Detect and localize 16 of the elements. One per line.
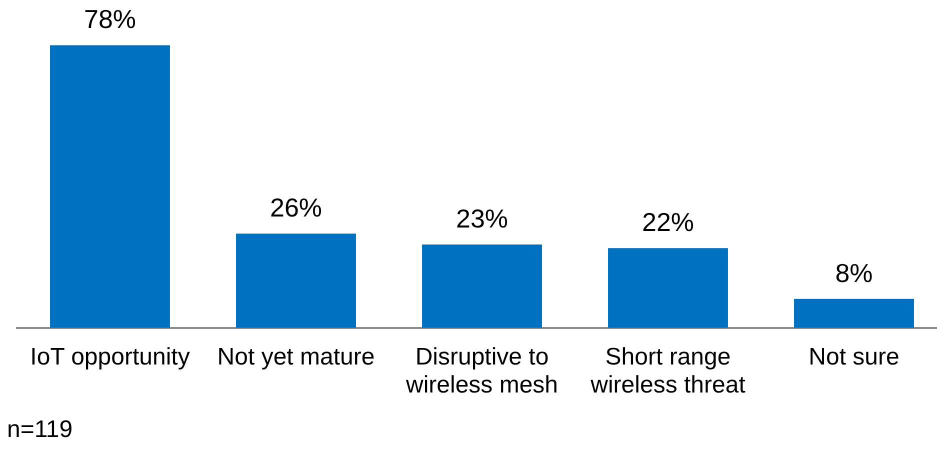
data-label: 26% <box>270 192 322 223</box>
bar <box>50 45 170 328</box>
x-tick-label: Disruptive to wireless mesh <box>404 344 558 399</box>
bar <box>608 248 728 328</box>
bar <box>236 234 356 328</box>
data-label: 22% <box>642 207 694 238</box>
x-tick-label: Not sure <box>808 344 900 371</box>
data-label: 23% <box>456 204 508 234</box>
text: n=119 <box>7 416 73 444</box>
bar <box>794 298 914 328</box>
x-tick-label: Short range wireless threat <box>590 344 746 399</box>
bar <box>422 244 542 328</box>
data-label: 8% <box>835 258 873 288</box>
data-label: 78% <box>84 4 136 34</box>
x-tick-label: Not yet mature <box>217 344 375 371</box>
x-tick-label: IoT opportunity <box>30 344 190 371</box>
